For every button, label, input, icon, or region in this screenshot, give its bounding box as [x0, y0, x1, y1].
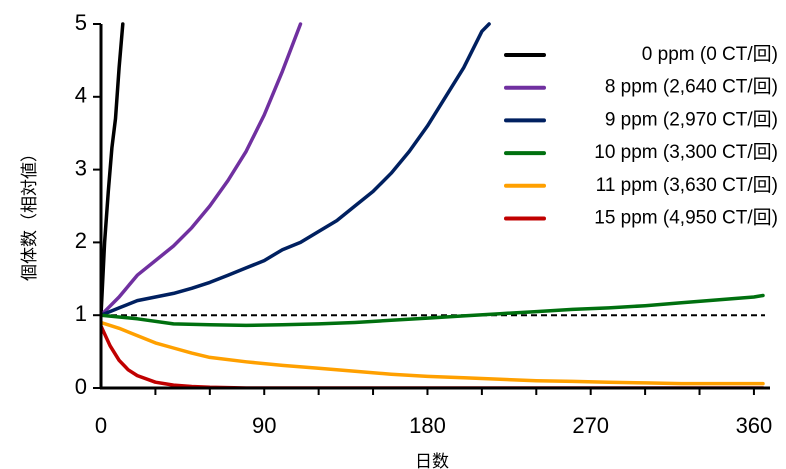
y-tick-label: 2 — [75, 228, 87, 253]
axes — [99, 24, 770, 390]
y-tick-label: 1 — [75, 301, 87, 326]
x-axis-title: 日数 — [415, 452, 449, 469]
legend-label-4: 11 ppm (3,630 CT/回) — [596, 175, 778, 196]
x-tick-label: 360 — [736, 413, 773, 438]
series-layer — [101, 22, 765, 388]
series-line-5 — [101, 324, 765, 388]
legend-label-3: 10 ppm (3,300 CT/回) — [594, 142, 778, 163]
y-tick-label: 3 — [75, 155, 87, 180]
series-line-1 — [101, 22, 303, 317]
x-tick-label: 180 — [409, 413, 446, 438]
x-tick-label: 270 — [572, 413, 609, 438]
legend-label-2: 9 ppm (2,970 CT/回) — [605, 109, 778, 130]
legend-label-0: 0 ppm (0 CT/回) — [642, 44, 778, 65]
series-line-3 — [101, 293, 765, 328]
x-tick-label: 0 — [95, 413, 107, 438]
y-axis-title: 個体数（相対値） — [20, 145, 40, 281]
x-tick-label: 90 — [252, 413, 276, 438]
y-tick-label: 4 — [75, 83, 87, 108]
series-line-0 — [101, 22, 125, 317]
legend-label-5: 15 ppm (4,950 CT/回) — [594, 208, 778, 229]
legend-label-1: 8 ppm (2,640 CT/回) — [605, 77, 778, 98]
ticks: 0 1 2 3 4 5 0 90 180 270 360 — [75, 10, 773, 438]
legend: 0 ppm (0 CT/回) 8 ppm (2,640 CT/回) 9 ppm (2… — [504, 44, 778, 229]
y-tick-label: 0 — [75, 374, 87, 399]
series-line-4 — [101, 320, 765, 386]
series-line-2 — [101, 22, 491, 317]
y-tick-label: 5 — [75, 10, 87, 35]
